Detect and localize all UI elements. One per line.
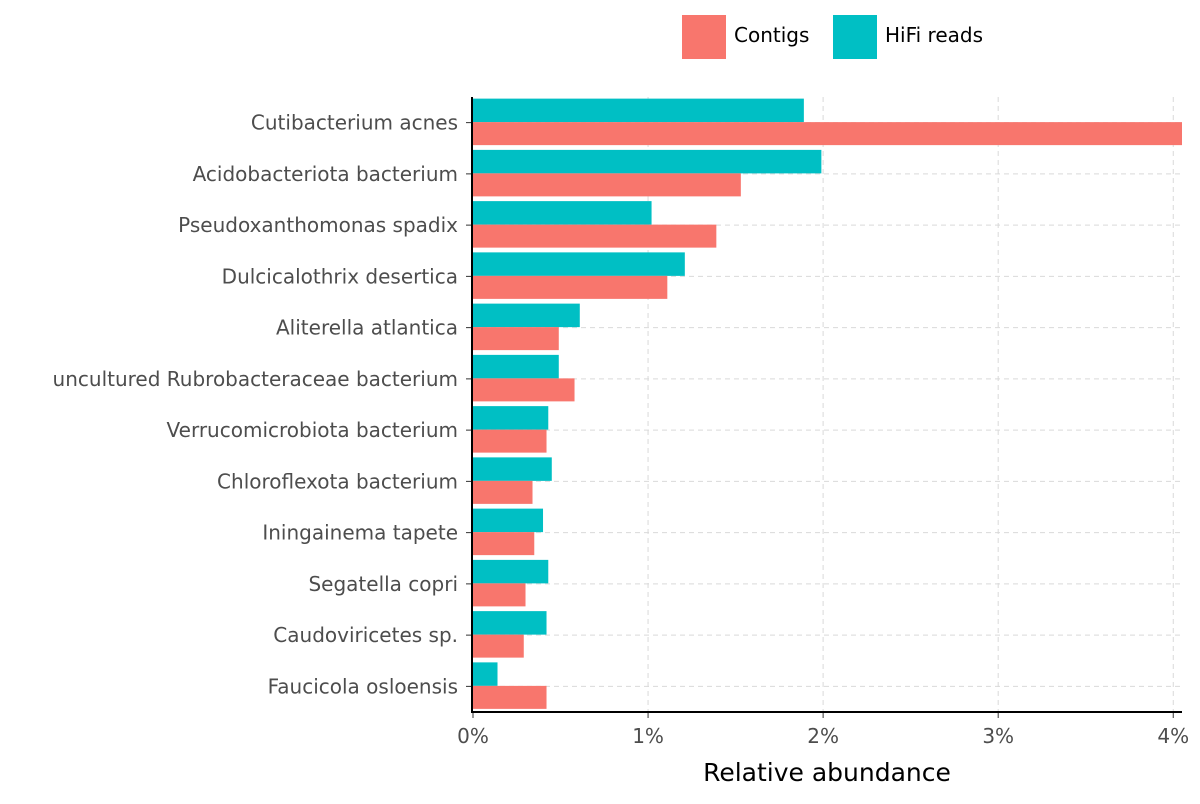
legend-swatch-contigs [682, 15, 726, 59]
bar-hifi-reads [473, 201, 652, 225]
bar-contigs [473, 275, 668, 299]
bar-hifi-reads [473, 354, 559, 379]
x-tick-label: 3% [982, 724, 1014, 748]
category-label: Acidobacteriota bacterium [193, 162, 458, 186]
bar-hifi-reads [473, 662, 498, 686]
category-label: Chloroflexota bacterium [217, 469, 458, 493]
bar-contigs [473, 583, 526, 607]
category-label: Iningainema tapete [262, 521, 458, 545]
category-label: uncultured Rubrobacteraceae bacterium [53, 367, 458, 391]
legend-swatch-hifi-reads [833, 15, 877, 59]
category-labels: Cutibacterium acnes Acidobacteriota bacte… [53, 111, 459, 699]
category-label: Pseudoxanthomonas spadix [178, 213, 458, 237]
category-label: Faucicola osloensis [268, 674, 458, 698]
gridlines [473, 97, 1182, 712]
bar-hifi-reads [473, 303, 580, 328]
legend-label: Contigs [734, 23, 809, 47]
bar-contigs [473, 224, 717, 248]
bar-contigs [473, 685, 547, 709]
bar-hifi-reads [473, 98, 804, 123]
bar-hifi-reads [473, 406, 549, 430]
bar-contigs [473, 480, 533, 504]
bar-hifi-reads [473, 611, 547, 635]
bar-contigs [473, 429, 547, 453]
bar-hifi-reads [473, 149, 822, 174]
legend-label: HiFi reads [885, 23, 983, 47]
bar-contigs [473, 122, 1182, 146]
x-tick-label: 4% [1157, 724, 1189, 748]
bar-hifi-reads [473, 457, 552, 481]
bar-contigs [473, 634, 524, 658]
x-tick-label: 2% [807, 724, 839, 748]
bar-contigs [473, 378, 575, 402]
bar-hifi-reads [473, 508, 544, 533]
x-tick-label: 0% [457, 724, 489, 748]
bar-hifi-reads [473, 559, 549, 584]
category-label: Cutibacterium acnes [251, 111, 458, 135]
legend: Contigs HiFi reads [682, 15, 983, 59]
category-label: Verrucomicrobiota bacterium [167, 418, 458, 442]
x-tick-label: 1% [632, 724, 664, 748]
bar-contigs [473, 532, 535, 556]
category-label: Caudoviricetes sp. [273, 623, 458, 647]
category-label: Dulcicalothrix desertica [222, 264, 458, 288]
bars [473, 98, 1182, 709]
category-label: Segatella copri [308, 572, 458, 596]
bar-contigs [473, 327, 559, 351]
category-label: Aliterella atlantica [276, 316, 458, 340]
bar-hifi-reads [473, 252, 685, 276]
bar-contigs [473, 173, 741, 197]
x-axis-title: Relative abundance [703, 758, 951, 787]
